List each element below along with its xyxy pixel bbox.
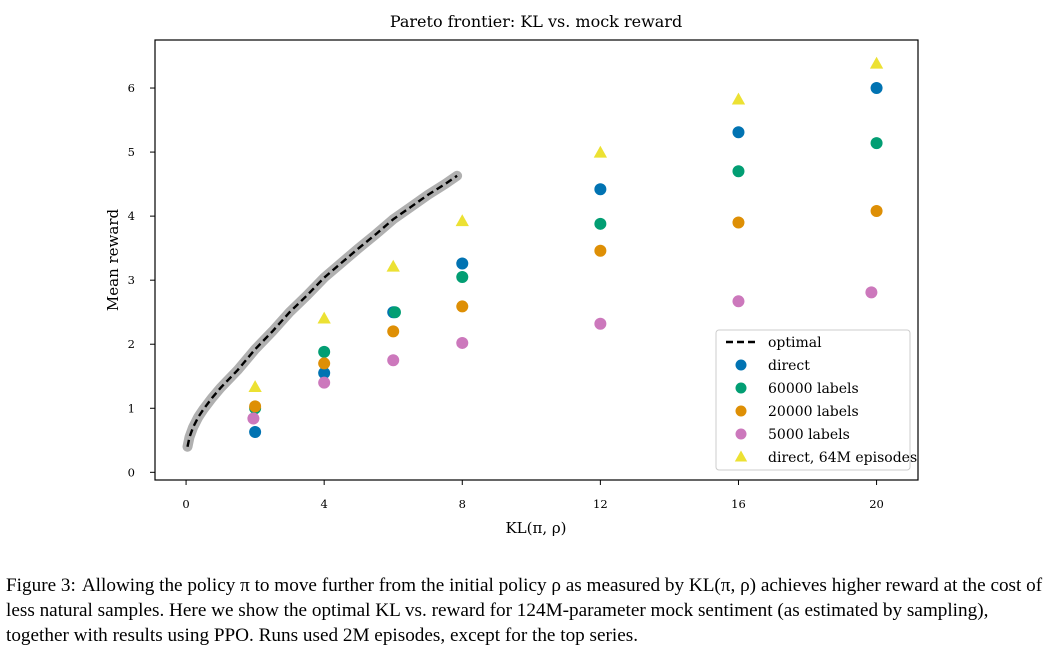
data-point: [870, 82, 883, 95]
data-point-triangle: [869, 56, 884, 69]
legend-swatch-triangle: [734, 450, 748, 462]
x-tick-label: 8: [459, 497, 466, 511]
caption-text: Allowing the policy π to move further fr…: [6, 575, 1043, 646]
y-tick-label: 0: [128, 465, 135, 479]
y-tick-label: 1: [128, 401, 135, 415]
x-tick-label: 20: [869, 497, 884, 511]
pareto-chart: Pareto frontier: KL vs. mock reward Mean…: [104, 12, 919, 537]
data-point: [318, 376, 331, 389]
legend: optimal direct 60000 labels 20000 labels 500…: [715, 329, 917, 471]
data-point: [594, 244, 607, 257]
data-point-triangle: [455, 214, 469, 227]
legend-box: [715, 329, 911, 471]
data-point: [594, 317, 607, 330]
legend-label: 5000 labels: [768, 427, 850, 443]
data-point: [865, 286, 878, 299]
data-point: [870, 137, 883, 150]
data-point: [318, 345, 331, 358]
data-point: [249, 425, 262, 438]
y-tick-label: 4: [128, 209, 135, 223]
y-axis-label: Mean reward: [104, 209, 122, 312]
data-point-triangle: [386, 259, 400, 272]
data-point: [387, 325, 400, 338]
data-point-triangle: [248, 380, 262, 393]
data-point-triangle: [317, 311, 331, 324]
x-tick-label: 0: [182, 497, 189, 511]
x-tick-label: 12: [593, 497, 608, 511]
data-point: [318, 367, 331, 380]
chart-title: Pareto frontier: KL vs. mock reward: [390, 12, 682, 31]
legend-label: optimal: [768, 335, 822, 351]
data-point: [870, 205, 883, 218]
data-point: [594, 217, 607, 230]
x-tick-label: 4: [321, 497, 328, 511]
caption-label: Figure 3:: [6, 575, 76, 596]
data-point: [456, 257, 469, 270]
data-point: [594, 183, 607, 196]
optimal-line: [186, 174, 458, 447]
legend-label: 20000 labels: [768, 404, 859, 420]
legend-swatch: [735, 428, 747, 440]
x-axis-label: KL(π, ρ): [505, 519, 566, 537]
x-tick-label: 16: [731, 497, 746, 511]
legend-label: direct: [768, 358, 810, 374]
data-point: [732, 216, 745, 229]
data-point: [456, 300, 469, 313]
y-tick-label: 3: [128, 273, 135, 287]
legend-swatch: [735, 405, 747, 417]
plot-frame: [154, 39, 919, 481]
data-point: [456, 270, 469, 283]
data-point: [732, 165, 745, 178]
data-point: [732, 126, 745, 139]
y-tick-label: 2: [128, 337, 135, 351]
legend-label: 60000 labels: [768, 381, 859, 397]
legend-label: direct, 64M episodes: [768, 450, 917, 466]
data-point: [249, 400, 262, 413]
y-tick-label: 6: [128, 81, 135, 95]
data-point: [732, 295, 745, 308]
y-tick-label: 5: [128, 145, 135, 159]
data-point-triangle: [731, 92, 746, 105]
data-point: [388, 306, 401, 319]
data-point: [247, 412, 260, 425]
data-point: [456, 336, 469, 349]
legend-swatch: [735, 359, 747, 371]
data-point-triangle: [593, 145, 608, 158]
optimal-band: [182, 170, 463, 452]
figure-caption: Figure 3: Allowing the policy π to move f…: [6, 573, 1048, 648]
data-point: [318, 357, 331, 370]
data-point: [387, 354, 400, 367]
legend-swatch: [735, 382, 747, 394]
